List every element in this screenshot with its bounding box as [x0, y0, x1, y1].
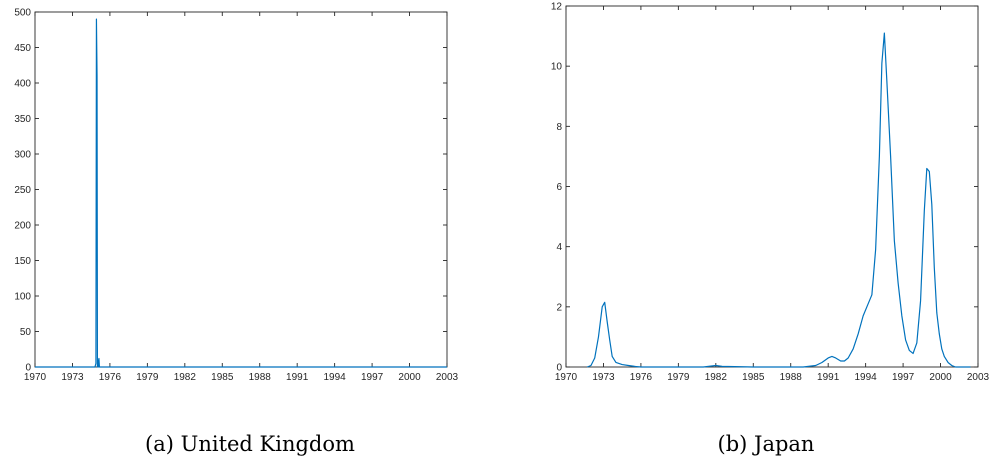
uk-xtick-label: 1970	[24, 372, 47, 383]
uk-xtick-label: 1979	[136, 372, 159, 383]
uk-xtick-label: 1991	[286, 372, 309, 383]
japan-series-line	[586, 32, 971, 368]
japan-ytick-label: 6	[556, 182, 562, 193]
uk-xtick-label: 1994	[324, 372, 347, 383]
japan-caption: (b) Japan	[718, 432, 815, 456]
japan-xtick-label: 1976	[630, 372, 653, 383]
japan-xtick-label: 1970	[555, 372, 578, 383]
japan-xtick-label: 1994	[855, 372, 878, 383]
japan-ytick-label: 0	[556, 363, 562, 374]
uk-xtick-label: 2000	[398, 372, 421, 383]
uk-ytick-label: 450	[14, 43, 31, 54]
uk-ytick-label: 50	[20, 327, 32, 338]
uk-xtick-label: 1988	[249, 372, 272, 383]
uk-ytick-label: 100	[14, 292, 31, 303]
japan-ytick-label: 12	[551, 2, 563, 13]
japan-xtick-label: 1991	[817, 372, 840, 383]
japan-xtick-label: 1985	[742, 372, 765, 383]
japan-ytick-label: 4	[556, 242, 562, 253]
uk-panel: (a) United Kingdom 1970 1973 1976 1979 1982 1…	[14, 8, 458, 457]
uk-xtick-label: 1982	[174, 372, 197, 383]
uk-ytick-label: 250	[14, 185, 31, 196]
uk-ytick-label: 500	[14, 8, 31, 19]
uk-xtick-label: 1985	[211, 372, 234, 383]
japan-xtick-label: 2003	[967, 372, 990, 383]
uk-xtick-label: 1976	[99, 372, 122, 383]
uk-xtick-label: 2003	[436, 372, 459, 383]
uk-ytick-label: 300	[14, 150, 31, 161]
uk-ytick-label: 150	[14, 256, 31, 267]
uk-series-line	[35, 18, 447, 368]
uk-ytick-label: 0	[25, 363, 31, 374]
uk-ytick-label: 350	[14, 114, 31, 125]
japan-axes-box	[565, 5, 979, 368]
uk-ytick-label: 200	[14, 221, 31, 232]
japan-xtick-label: 1973	[592, 372, 615, 383]
japan-xtick-label: 1997	[892, 372, 915, 383]
japan-xtick-label: 1988	[780, 372, 803, 383]
uk-xtick-label: 1997	[361, 372, 384, 383]
japan-ytick-label: 2	[556, 302, 562, 313]
japan-xtick-label: 1982	[705, 372, 728, 383]
japan-panel: (b) Japan 1970 1973 1976 1979 1982 1985 1988 19…	[551, 2, 990, 457]
japan-ytick-label: 8	[556, 122, 562, 133]
japan-xtick-label: 1979	[667, 372, 690, 383]
uk-ytick-label: 400	[14, 79, 31, 90]
japan-xtick-label: 2000	[929, 372, 952, 383]
uk-caption: (a) United Kingdom	[145, 432, 355, 456]
uk-xtick-label: 1973	[61, 372, 84, 383]
japan-ytick-label: 10	[551, 62, 563, 73]
